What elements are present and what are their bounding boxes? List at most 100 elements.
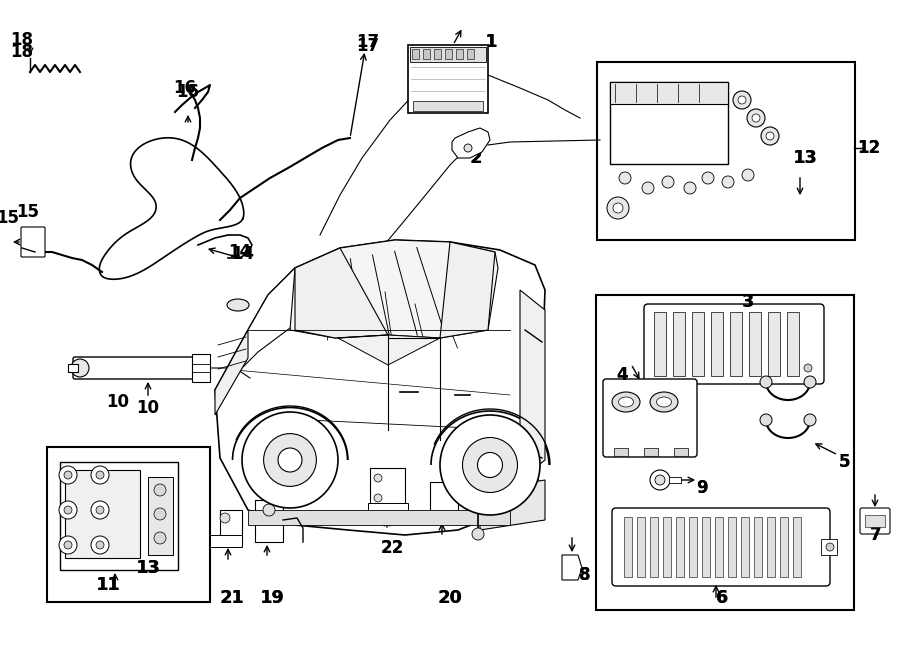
- Bar: [644, 448, 658, 456]
- Text: 15: 15: [0, 209, 20, 227]
- Ellipse shape: [612, 392, 640, 412]
- Text: 17: 17: [356, 33, 380, 51]
- Text: 13: 13: [136, 559, 160, 577]
- Circle shape: [722, 176, 734, 188]
- Bar: [689, 517, 697, 577]
- Bar: [669, 477, 681, 483]
- Bar: [192, 354, 210, 382]
- Ellipse shape: [227, 299, 249, 311]
- Text: 1: 1: [485, 33, 497, 51]
- Bar: [610, 82, 728, 164]
- Circle shape: [684, 182, 696, 194]
- Polygon shape: [290, 240, 498, 338]
- Circle shape: [826, 543, 834, 551]
- Bar: [210, 535, 242, 547]
- Polygon shape: [562, 555, 582, 580]
- Text: 7: 7: [870, 526, 882, 544]
- Ellipse shape: [264, 434, 317, 487]
- Bar: [767, 517, 775, 577]
- Bar: [596, 295, 854, 610]
- Text: 19: 19: [259, 589, 284, 607]
- Bar: [467, 49, 474, 59]
- Text: 3: 3: [742, 293, 754, 311]
- Text: 19: 19: [260, 589, 284, 607]
- Text: 14: 14: [231, 245, 255, 263]
- Bar: [702, 517, 710, 577]
- Circle shape: [91, 466, 109, 484]
- Text: 4: 4: [616, 366, 628, 384]
- Text: 21: 21: [220, 589, 245, 607]
- Bar: [434, 49, 441, 59]
- Circle shape: [220, 513, 230, 523]
- Polygon shape: [452, 128, 490, 158]
- Circle shape: [804, 376, 816, 388]
- Bar: [614, 448, 628, 456]
- Text: 22: 22: [381, 539, 403, 557]
- Bar: [673, 312, 685, 376]
- Text: 16: 16: [176, 83, 200, 101]
- Bar: [692, 312, 704, 376]
- Circle shape: [154, 532, 166, 544]
- FancyBboxPatch shape: [21, 227, 45, 257]
- Bar: [650, 517, 658, 577]
- Ellipse shape: [440, 415, 540, 515]
- Bar: [754, 517, 762, 577]
- Circle shape: [71, 359, 89, 377]
- Text: 21: 21: [220, 589, 244, 607]
- Bar: [410, 47, 486, 62]
- Text: 4: 4: [616, 366, 628, 384]
- Text: 18: 18: [11, 31, 33, 49]
- Text: 14: 14: [229, 243, 252, 261]
- Circle shape: [91, 536, 109, 554]
- Bar: [423, 49, 430, 59]
- Text: 15: 15: [16, 203, 40, 221]
- Bar: [787, 312, 799, 376]
- Circle shape: [702, 172, 714, 184]
- Text: 6: 6: [716, 589, 728, 607]
- Circle shape: [742, 169, 754, 181]
- Circle shape: [96, 471, 104, 479]
- Circle shape: [263, 504, 275, 516]
- Polygon shape: [295, 248, 388, 338]
- Bar: [47, 447, 210, 602]
- Circle shape: [59, 466, 77, 484]
- Circle shape: [761, 127, 779, 145]
- Text: 10: 10: [106, 393, 130, 411]
- Circle shape: [374, 494, 382, 502]
- Text: 7: 7: [870, 526, 882, 544]
- Circle shape: [374, 474, 382, 482]
- Text: 9: 9: [697, 479, 707, 497]
- Circle shape: [650, 470, 670, 490]
- Bar: [728, 517, 736, 577]
- FancyBboxPatch shape: [644, 304, 824, 384]
- Bar: [255, 500, 283, 542]
- Circle shape: [59, 536, 77, 554]
- Ellipse shape: [650, 392, 678, 412]
- Text: 20: 20: [437, 589, 463, 607]
- Circle shape: [760, 376, 772, 388]
- Bar: [676, 517, 684, 577]
- Circle shape: [64, 541, 72, 549]
- Circle shape: [64, 506, 72, 514]
- Text: 1: 1: [485, 33, 497, 51]
- Circle shape: [760, 414, 772, 426]
- Ellipse shape: [278, 448, 302, 472]
- Circle shape: [613, 203, 623, 213]
- Circle shape: [752, 114, 760, 122]
- Bar: [780, 517, 788, 577]
- Text: 20: 20: [438, 589, 462, 607]
- Text: 13: 13: [137, 559, 159, 577]
- Bar: [445, 49, 452, 59]
- Circle shape: [472, 528, 484, 540]
- Bar: [408, 45, 488, 113]
- Bar: [65, 470, 140, 558]
- Polygon shape: [215, 240, 545, 535]
- Ellipse shape: [242, 412, 338, 508]
- Bar: [663, 517, 671, 577]
- Bar: [624, 517, 632, 577]
- Text: 5: 5: [839, 453, 850, 471]
- FancyBboxPatch shape: [603, 379, 697, 457]
- Bar: [749, 312, 761, 376]
- Bar: [220, 510, 242, 545]
- Circle shape: [619, 172, 631, 184]
